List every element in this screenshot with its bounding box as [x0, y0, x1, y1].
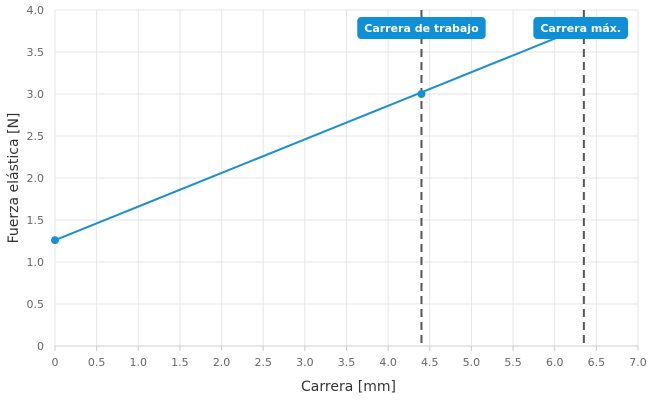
x-axis-title: Carrera [mm] — [301, 379, 396, 395]
x-tick-label: 1.0 — [130, 356, 148, 369]
x-tick-label: 3.0 — [296, 356, 314, 369]
data-point-marker — [51, 236, 59, 245]
y-tick-label: 1.5 — [27, 214, 45, 227]
reference-line-callout — [357, 17, 486, 39]
reference-line-label: Carrera de trabajo — [364, 22, 479, 35]
data-point-marker — [417, 90, 426, 98]
x-tick-label: 5.0 — [463, 356, 481, 369]
y-tick-label: 1.0 — [27, 256, 45, 269]
y-tick-label: 0.5 — [27, 298, 45, 311]
x-tick-label: 1.5 — [171, 356, 189, 369]
x-tick-label: 3.5 — [338, 356, 356, 369]
x-tick-label: 0.5 — [88, 356, 106, 369]
x-tick-label: 6.5 — [588, 356, 606, 369]
x-tick-label: 4.0 — [379, 356, 397, 369]
x-tick-label: 0 — [52, 356, 59, 369]
x-tick-label: 4.5 — [421, 356, 439, 369]
x-tick-label: 2.5 — [254, 356, 272, 369]
y-tick-label: 3.5 — [27, 46, 45, 59]
x-tick-label: 2.0 — [213, 356, 231, 369]
y-tick-label: 2.5 — [27, 130, 45, 143]
y-axis-title: Fuerza elástica [N] — [6, 113, 22, 244]
x-tick-label: 7.0 — [629, 356, 647, 369]
reference-line-callout — [533, 17, 628, 39]
y-tick-label: 4.0 — [27, 4, 45, 17]
series-line — [54, 25, 585, 242]
x-tick-label: 6.0 — [546, 356, 564, 369]
x-tick-label: 5.5 — [504, 356, 522, 369]
y-tick-label: 0 — [37, 340, 44, 353]
y-tick-label: 2.0 — [27, 172, 45, 185]
y-tick-label: 3.0 — [27, 88, 45, 101]
reference-line-label: Carrera máx. — [540, 22, 621, 35]
